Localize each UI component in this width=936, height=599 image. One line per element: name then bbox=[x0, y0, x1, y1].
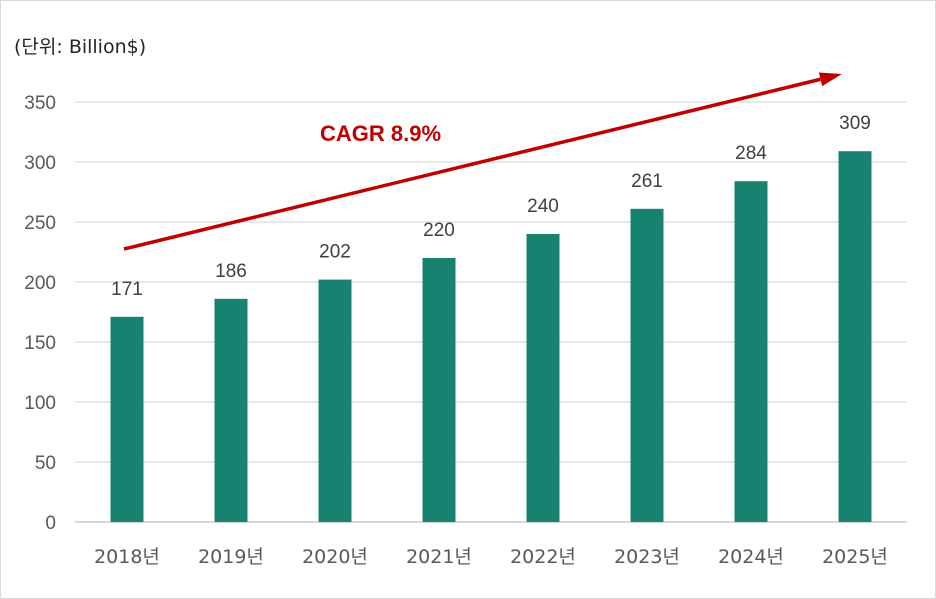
trend-arrow-head bbox=[818, 72, 842, 87]
data-label: 220 bbox=[423, 220, 455, 241]
y-axis-ticks: 0 50 100 150 200 250 300 350 bbox=[24, 93, 56, 534]
data-label: 186 bbox=[215, 261, 247, 282]
bar bbox=[838, 151, 872, 522]
data-label: 261 bbox=[631, 171, 663, 192]
x-tick-label: 2019년 bbox=[198, 546, 264, 568]
y-tick-label: 0 bbox=[45, 513, 56, 534]
bar bbox=[526, 234, 560, 522]
data-label: 284 bbox=[735, 143, 767, 164]
data-label: 240 bbox=[527, 196, 559, 217]
bar bbox=[214, 298, 248, 522]
gridlines bbox=[75, 101, 907, 523]
bar bbox=[734, 181, 768, 522]
bar bbox=[318, 279, 352, 522]
data-label: 171 bbox=[111, 279, 143, 300]
data-label: 202 bbox=[319, 242, 351, 263]
bar bbox=[630, 208, 664, 523]
x-tick-label: 2020년 bbox=[302, 546, 368, 568]
x-tick-label: 2018년 bbox=[94, 546, 160, 568]
y-tick-label: 50 bbox=[35, 453, 56, 474]
y-tick-label: 200 bbox=[24, 273, 56, 294]
y-tick-label: 100 bbox=[24, 393, 56, 414]
x-tick-label: 2021년 bbox=[406, 546, 472, 568]
y-tick-label: 150 bbox=[24, 333, 56, 354]
y-tick-label: 250 bbox=[24, 213, 56, 234]
x-axis-ticks: 2018년 2019년 2020년 2021년 2022년 2023년 2024년 2025년 bbox=[94, 546, 888, 568]
y-tick-label: 300 bbox=[24, 153, 56, 174]
x-tick-label: 2025년 bbox=[822, 546, 888, 568]
bar bbox=[110, 316, 144, 522]
data-labels: 171 186 202 220 240 261 284 309 bbox=[111, 113, 871, 300]
cagr-annotation: CAGR 8.9% bbox=[123, 72, 842, 251]
unit-label: (단위: Billion$) bbox=[14, 36, 147, 58]
bars bbox=[110, 151, 872, 523]
cagr-label: CAGR 8.9% bbox=[320, 121, 441, 146]
x-tick-label: 2022년 bbox=[510, 546, 576, 568]
trend-arrow-line bbox=[123, 77, 821, 251]
bar bbox=[422, 258, 456, 522]
y-tick-label: 350 bbox=[24, 93, 56, 114]
x-tick-label: 2024년 bbox=[718, 546, 784, 568]
x-tick-label: 2023년 bbox=[614, 546, 680, 568]
data-label: 309 bbox=[839, 113, 871, 134]
